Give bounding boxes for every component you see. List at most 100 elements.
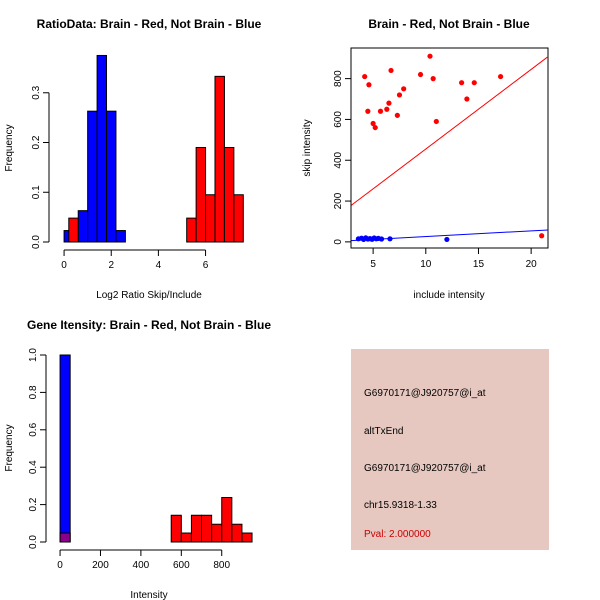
info-event-type: altTxEnd: [364, 426, 403, 437]
scatter-point-red: [427, 53, 433, 59]
intensity-x-tick-label: 0: [57, 560, 63, 571]
scatter-point-red: [377, 108, 384, 114]
info-probe-id-repeat: G6970171@J920757@i_at: [364, 463, 486, 474]
ratio-y-tick-label: 0.2: [31, 135, 42, 149]
ratio-axes: 0 2 4 6 0.0 0.1 0.2 0.3: [31, 85, 209, 271]
intensity-x-tick-label: 400: [133, 560, 150, 571]
ratio-bar-red: [233, 194, 244, 243]
ratio-y-axis-label: Frequency: [4, 124, 15, 171]
ratio-bars: [63, 54, 244, 243]
scatter-point-red: [430, 76, 436, 82]
intensity-x-tick-label: 800: [213, 560, 230, 571]
scatter-point-red: [471, 80, 477, 86]
scatter-fit-line-red: [350, 56, 549, 206]
ratio-x-tick-label: 6: [203, 260, 209, 271]
intensity-y-axis-label: Frequency: [4, 424, 15, 471]
ratio-x-tick-label: 4: [156, 260, 162, 271]
ratio-bar-red: [68, 217, 79, 243]
ratio-bar-red: [205, 194, 216, 243]
scatter-point-red: [464, 96, 470, 102]
scatter-y-axis-label: skip intensity: [302, 119, 313, 176]
scatter-x-tick-label: 20: [526, 259, 538, 270]
scatter-point-red: [396, 92, 403, 98]
intensity-bar-red: [211, 523, 223, 543]
scatter-point-red: [366, 82, 372, 88]
scatter-y-tick-label: 200: [333, 192, 344, 209]
info-panel: G6970171@J920757@i_at altTxEnd G6970171@…: [351, 349, 549, 550]
scatter-point-red: [497, 73, 504, 80]
scatter-x-tick-label: 5: [370, 259, 376, 270]
intensity-bar-red: [231, 523, 243, 543]
scatter-x-tick-label: 15: [473, 259, 485, 270]
scatter-plot-box: [350, 47, 549, 249]
scatter-point-red: [433, 118, 439, 125]
scatter-point-red: [370, 120, 376, 127]
ratio-bar-blue: [77, 210, 89, 243]
intensity-y-tick-label: 1.0: [28, 348, 39, 362]
intensity-x-axis-label: Intensity: [130, 590, 167, 600]
scatter-point-red: [459, 80, 465, 86]
ratio-bar-blue: [115, 230, 126, 243]
scatter-y-tick-label: 800: [333, 70, 344, 87]
ratio-bar-blue: [87, 110, 98, 243]
scatter-point-red: [539, 233, 545, 239]
ratio-histogram-panel: RatioData: Brain - Red, Not Brain - Blue…: [4, 17, 262, 301]
ratio-chart-title: RatioData: Brain - Red, Not Brain - Blue: [37, 17, 262, 31]
scatter-point-red: [401, 86, 407, 92]
ratio-bar-red: [186, 217, 197, 243]
ratio-y-tick-label: 0.0: [31, 235, 42, 249]
ratio-x-tick-label: 0: [61, 260, 67, 271]
intensity-y-tick-label: 0.4: [28, 460, 39, 474]
scatter-point-blue: [378, 236, 385, 242]
intensity-axes: 0 200 400 600 800 0.0 0.2 0.4 0.6 0.8 1.0: [28, 348, 231, 571]
scatter-point-red: [394, 112, 400, 118]
intensity-bar-red: [221, 496, 233, 543]
intensity-y-tick-label: 0.6: [28, 422, 39, 436]
intensity-bar-blue: [59, 354, 71, 543]
scatter-point-red: [386, 100, 392, 106]
ratio-y-tick-label: 0.1: [31, 185, 42, 199]
ratio-y-tick-label: 0.3: [31, 85, 42, 99]
info-probe-id: G6970171@J920757@i_at: [364, 388, 486, 399]
scatter-point-red: [365, 108, 371, 114]
ratio-bar-blue: [106, 110, 117, 243]
intensity-bar-red: [201, 514, 213, 543]
scatter-panel: Brain - Red, Not Brain - Blue include in…: [302, 17, 549, 301]
intensity-y-tick-label: 0.8: [28, 385, 39, 399]
ratio-x-axis-label: Log2 Ratio Skip/Include: [96, 290, 202, 301]
scatter-point-blue: [444, 236, 450, 243]
scatter-point-red: [362, 73, 368, 80]
info-pvalue: Pval: 2.000000: [364, 529, 431, 540]
intensity-y-tick-label: 0.2: [28, 497, 39, 511]
info-location: chr15.9318-1.33: [364, 500, 437, 511]
scatter-point-red: [372, 124, 378, 131]
intensity-histogram-panel: Gene Itensity: Brain - Red, Not Brain - …: [4, 318, 271, 600]
scatter-point-red: [388, 67, 394, 74]
scatter-x-axis-label: include intensity: [413, 290, 484, 301]
scatter-point-red: [417, 71, 424, 78]
scatter-y-tick-label: 400: [333, 151, 344, 168]
intensity-bar-overlap: [59, 532, 71, 543]
intensity-y-tick-label: 0.0: [28, 535, 39, 549]
intensity-bar-red: [170, 514, 182, 543]
intensity-bar-red: [180, 532, 192, 543]
intensity-bar-red: [190, 514, 203, 543]
scatter-point-red: [384, 106, 390, 112]
scatter-y-tick-label: 600: [333, 111, 344, 128]
ratio-x-tick-label: 2: [108, 260, 114, 271]
scatter-chart-title: Brain - Red, Not Brain - Blue: [368, 17, 530, 31]
intensity-chart-title: Gene Itensity: Brain - Red, Not Brain - …: [27, 318, 271, 332]
intensity-bars: [59, 354, 253, 543]
scatter-x-tick-label: 10: [420, 259, 432, 270]
scatter-y-tick-label: 0: [333, 239, 344, 245]
ratio-bar-red: [214, 75, 225, 243]
ratio-bar-red: [223, 146, 235, 243]
scatter-point-blue: [387, 236, 393, 242]
scatter-marks: [350, 53, 549, 243]
ratio-bar-blue: [96, 54, 108, 243]
info-box-background: [351, 349, 549, 550]
intensity-x-tick-label: 200: [92, 560, 109, 571]
ratio-bar-red: [195, 146, 207, 243]
